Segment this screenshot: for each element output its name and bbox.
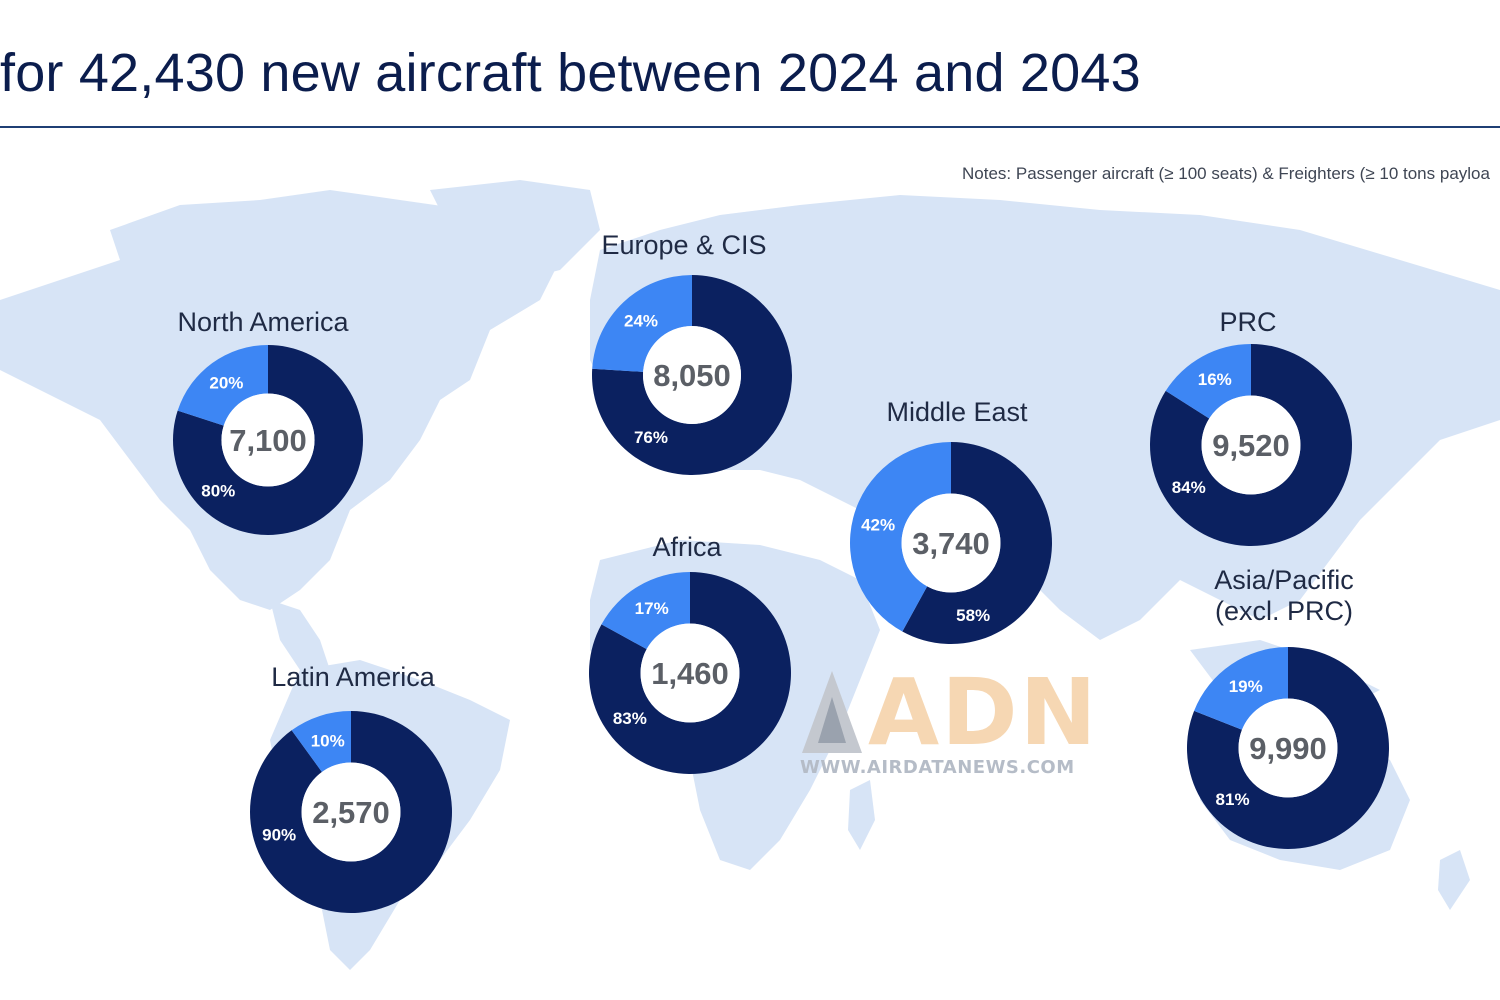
donut-hole <box>301 762 401 862</box>
donut-hole <box>901 493 1001 593</box>
donut-total-label: 9,520 <box>1212 428 1290 463</box>
slice-light-latin-america <box>291 711 351 772</box>
percent-label-light: 17% <box>635 599 669 618</box>
slice-light-north-america <box>177 345 268 426</box>
slice-dark-north-america <box>173 345 363 536</box>
donut-total-label: 1,460 <box>651 656 729 691</box>
region-label-middle-east: Middle East <box>886 397 1028 427</box>
region-label-europe-cis: Europe & CIS <box>601 230 767 260</box>
watermark: ADN WWW.AIRDATANEWS.COM <box>800 659 1097 785</box>
slice-dark-africa <box>589 572 791 774</box>
region-label-africa: Africa <box>652 532 722 562</box>
donut-chart-asia-pacific: 9,990 81% 19% <box>1187 647 1389 849</box>
slice-dark-middle-east <box>902 442 1052 644</box>
slice-light-africa <box>601 572 690 650</box>
donut-total-label: 2,570 <box>312 795 390 830</box>
slice-light-europe-cis <box>592 275 692 372</box>
donut-hole <box>640 623 740 723</box>
donut-hole <box>1238 698 1338 798</box>
airplane-logo-icon <box>802 671 862 753</box>
slice-light-asia-pacific <box>1194 647 1288 730</box>
page-title: for 42,430 new aircraft between 2024 and… <box>0 43 1141 103</box>
percent-label-light: 10% <box>311 731 345 750</box>
donut-total-label: 3,740 <box>912 526 990 561</box>
slice-dark-asia-pacific <box>1187 647 1389 849</box>
region-label-north-america: North America <box>177 307 349 337</box>
donut-chart-middle-east: 3,740 58% 42% <box>850 442 1052 644</box>
donut-chart-europe-cis: 8,050 76% 24% <box>591 275 792 475</box>
percent-label-dark: 90% <box>262 825 296 844</box>
slice-dark-latin-america <box>250 711 453 914</box>
percent-label-dark: 76% <box>634 428 668 447</box>
slice-dark-europe-cis <box>591 275 792 475</box>
donut-hole <box>1201 395 1301 495</box>
percent-label-dark: 58% <box>956 606 990 625</box>
percent-label-light: 19% <box>1229 677 1263 696</box>
donut-total-label: 7,100 <box>229 423 307 458</box>
donut-hole <box>643 326 741 424</box>
watermark-url: WWW.AIRDATANEWS.COM <box>800 757 1075 778</box>
percent-label-dark: 80% <box>201 481 235 500</box>
title-divider <box>0 126 1500 128</box>
notes-text: Notes: Passenger aircraft (≥ 100 seats) … <box>962 164 1490 183</box>
region-label-latin-america: Latin America <box>271 662 435 692</box>
percent-label-dark: 81% <box>1216 790 1250 809</box>
watermark-letters: ADN <box>868 659 1099 766</box>
donut-chart-prc: 9,520 84% 16% <box>1150 344 1352 546</box>
percent-label-light: 16% <box>1198 370 1232 389</box>
percent-label-light: 42% <box>861 515 895 534</box>
donut-total-label: 9,990 <box>1249 731 1327 766</box>
percent-label-light: 24% <box>624 312 658 331</box>
percent-label-light: 20% <box>209 374 243 393</box>
slice-dark-prc <box>1150 344 1352 546</box>
donut-chart-latin-america: 2,570 90% 10% <box>250 711 453 914</box>
donut-total-label: 8,050 <box>653 358 731 393</box>
donut-chart-north-america: 7,100 80% 20% <box>173 345 363 536</box>
slice-light-middle-east <box>850 442 951 632</box>
slice-light-prc <box>1165 344 1251 419</box>
donut-hole <box>221 393 315 487</box>
region-label-prc: PRC <box>1219 307 1277 337</box>
region-label-asia-pacific: Asia/Pacific (excl. PRC) <box>1214 565 1354 627</box>
percent-label-dark: 84% <box>1172 478 1206 497</box>
percent-label-dark: 83% <box>613 709 647 728</box>
